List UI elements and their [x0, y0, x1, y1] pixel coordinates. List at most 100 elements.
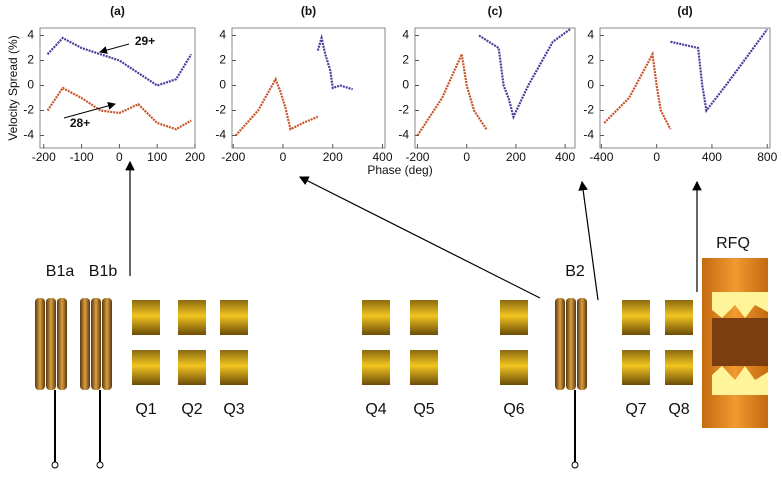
y-tick-label: 0	[402, 78, 409, 92]
y-tick-label: -4	[583, 128, 594, 142]
panel-title: (c)	[488, 4, 503, 18]
x-tick-label: 200	[323, 150, 343, 164]
quadrupole-label: Q5	[413, 401, 434, 418]
series-line	[416, 50, 488, 137]
series-line	[316, 33, 353, 91]
dipole-coil	[555, 298, 565, 390]
quadrupole-label: Q2	[181, 401, 202, 418]
rfq-label: RFQ	[716, 235, 750, 252]
series-line	[234, 76, 319, 137]
quadrupole	[178, 300, 206, 335]
quadrupole	[362, 300, 390, 335]
x-tick-label: 800	[757, 150, 777, 164]
y-tick-label: -4	[398, 128, 409, 142]
quadrupole	[362, 350, 390, 385]
rfq-body	[702, 258, 768, 428]
quadrupole	[500, 300, 528, 335]
y-tick-label: 2	[587, 53, 594, 67]
quadrupole	[220, 300, 248, 335]
x-tick-label: -400	[589, 150, 613, 164]
quadrupole-label: Q6	[503, 401, 524, 418]
quadrupole	[622, 300, 650, 335]
y-tick-label: 0	[27, 78, 34, 92]
x-tick-label: -200	[32, 150, 56, 164]
y-tick-label: 2	[402, 53, 409, 67]
panel: (a) -200 -100 0 100 200 -4 -2 0 2 4 Velocity Spread…	[6, 4, 205, 164]
y-tick-label: -2	[215, 103, 226, 117]
x-tick-label: 0	[653, 150, 660, 164]
dipole-label: B1b	[89, 263, 118, 280]
series-line	[46, 86, 192, 131]
y-tick-label: 2	[27, 53, 34, 67]
x-tick-label: 0	[280, 150, 287, 164]
dipole-coil	[566, 298, 576, 390]
quadrupole-label: Q7	[625, 401, 646, 418]
quadrupole	[622, 350, 650, 385]
quadrupole	[132, 300, 160, 335]
series-line	[46, 36, 193, 87]
quadrupole	[220, 350, 248, 385]
quadrupole-label: Q8	[668, 401, 689, 418]
arrows	[125, 160, 702, 301]
y-tick-label: 4	[219, 28, 226, 42]
series-line	[603, 50, 672, 130]
x-tick-label: 0	[116, 150, 123, 164]
dipole-lead-end	[51, 461, 59, 469]
dipole-coil	[80, 298, 90, 390]
quadrupole	[178, 350, 206, 385]
dipole-label: B1a	[46, 263, 75, 280]
plot-frame	[599, 27, 771, 149]
beamline: B1a B1b B2 RFQ Q1 Q2 Q3 Q4 Q5 Q6 Q7 Q8	[35, 160, 768, 469]
y-tick-label: -2	[583, 103, 594, 117]
x-tick-label: 200	[506, 150, 526, 164]
annotation: 28+	[70, 116, 90, 130]
quadrupole	[410, 300, 438, 335]
plot-frame	[231, 27, 386, 149]
dipole-coil	[102, 298, 112, 390]
series-line	[670, 28, 769, 114]
quadrupole	[410, 350, 438, 385]
panel-title: (a)	[110, 4, 125, 18]
y-tick-label: 0	[219, 78, 226, 92]
quadrupole-label: Q1	[135, 401, 156, 418]
y-tick-label: 4	[587, 28, 594, 42]
x-tick-label: 400	[372, 150, 392, 164]
annotation-arrow	[99, 43, 130, 54]
dipole-coil	[57, 298, 67, 390]
quadrupole	[500, 350, 528, 385]
panel-title: (d)	[677, 4, 692, 18]
dipole-lead-end	[96, 461, 104, 469]
dipole-coil	[35, 298, 45, 390]
dipole-label: B2	[565, 263, 585, 280]
y-tick-label: -2	[398, 103, 409, 117]
annotation-arrow	[63, 101, 116, 119]
panel: (c) -200 0 200 400 -4 -2 0 2 4	[398, 4, 576, 164]
quadrupole	[665, 300, 693, 335]
y-tick-label: 0	[587, 78, 594, 92]
y-tick-label: 4	[27, 28, 34, 42]
y-tick-label: -4	[215, 128, 226, 142]
quadrupole-label: Q3	[223, 401, 244, 418]
x-tick-label: -200	[405, 150, 429, 164]
y-tick-label: 2	[219, 53, 226, 67]
x-tick-label: 0	[463, 150, 470, 164]
x-tick-label: 400	[702, 150, 722, 164]
x-tick-label: 200	[185, 150, 205, 164]
y-tick-label: -2	[23, 103, 34, 117]
dipole-coil	[46, 298, 56, 390]
x-tick-label: 400	[555, 150, 575, 164]
x-tick-label: 100	[147, 150, 167, 164]
quadrupole-label: Q4	[365, 401, 386, 418]
quadrupole	[132, 350, 160, 385]
quadrupole	[665, 350, 693, 385]
dipole-lead-end	[571, 461, 579, 469]
y-tick-label: 4	[402, 28, 409, 42]
dipole-coil	[91, 298, 101, 390]
panel: (d) -400 0 400 800 -4 -2 0 2 4	[583, 4, 777, 164]
series-line	[478, 28, 571, 120]
y-tick-label: -4	[23, 128, 34, 142]
y-axis-label: Velocity Spread (%)	[6, 35, 20, 140]
x-tick-label: -100	[70, 150, 94, 164]
x-axis-label: Phase (deg)	[367, 163, 432, 177]
